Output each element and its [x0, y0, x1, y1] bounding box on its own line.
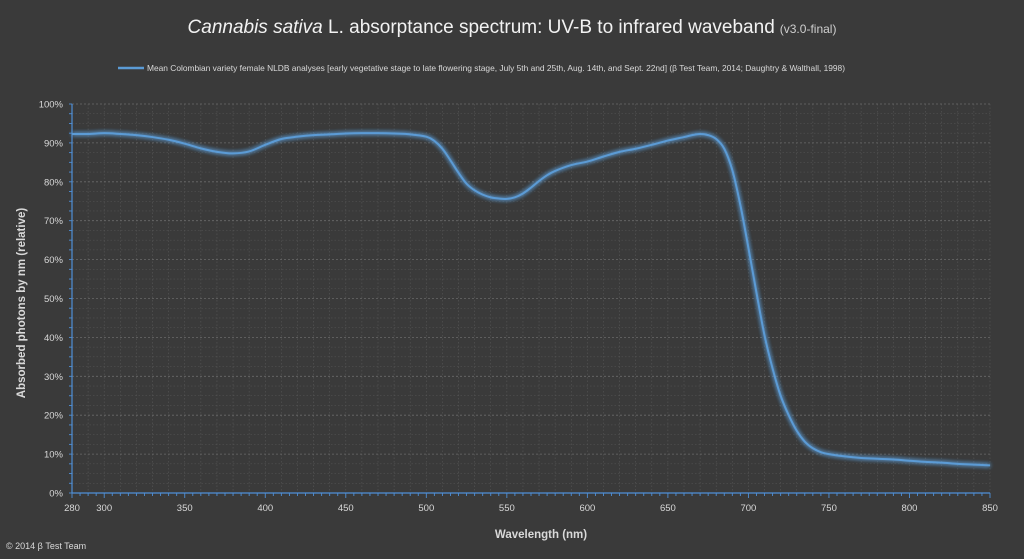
- y-tick-label: 60%: [44, 255, 64, 266]
- x-tick-label: 400: [257, 503, 273, 514]
- y-tick-label: 70%: [44, 216, 64, 227]
- x-tick-label: 800: [902, 503, 918, 514]
- chart-title: Cannabis sativa L. absorptance spectrum:…: [188, 17, 837, 38]
- x-tick-label: 500: [418, 503, 434, 514]
- x-tick-label: 700: [740, 503, 756, 514]
- chart-title-main: L. absorptance spectrum: UV-B to infrare…: [323, 17, 775, 38]
- y-tick-label: 100%: [39, 100, 64, 111]
- x-tick-label: 750: [821, 503, 837, 514]
- x-tick-label: 450: [338, 503, 354, 514]
- y-tick-label: 40%: [44, 333, 64, 344]
- x-tick-label: 280: [64, 503, 80, 514]
- axes: [69, 103, 991, 498]
- x-tick-label: 550: [499, 503, 515, 514]
- y-tick-label: 0%: [49, 489, 63, 500]
- y-tick-label: 50%: [44, 294, 64, 305]
- series-line-colombian: [71, 132, 991, 467]
- tick-labels: 280 300 350 400 450 500 550 600 650 700 750 800 850 0…: [39, 100, 998, 515]
- legend: Mean Colombian variety female NLDB analy…: [118, 63, 845, 73]
- x-tick-label: 350: [177, 503, 193, 514]
- y-axis-title: Absorbed photons by nm (relative): [16, 208, 28, 399]
- y-tick-label: 10%: [44, 450, 64, 461]
- chart-title-version: (v3.0-final): [780, 22, 837, 36]
- y-tick-label: 30%: [44, 372, 64, 383]
- x-tick-label: 300: [96, 503, 112, 514]
- grid: [71, 103, 991, 494]
- x-tick-label: 850: [982, 503, 998, 514]
- x-axis-title: Wavelength (nm): [495, 529, 587, 541]
- x-tick-label: 650: [660, 503, 676, 514]
- chart-title-species: Cannabis sativa: [188, 17, 323, 38]
- copyright-text: © 2014 β Test Team: [6, 541, 86, 551]
- y-tick-label: 80%: [44, 177, 64, 188]
- x-tick-label: 600: [579, 503, 595, 514]
- legend-label: Mean Colombian variety female NLDB analy…: [147, 63, 845, 73]
- y-tick-label: 20%: [44, 411, 64, 422]
- y-tick-label: 90%: [44, 138, 64, 149]
